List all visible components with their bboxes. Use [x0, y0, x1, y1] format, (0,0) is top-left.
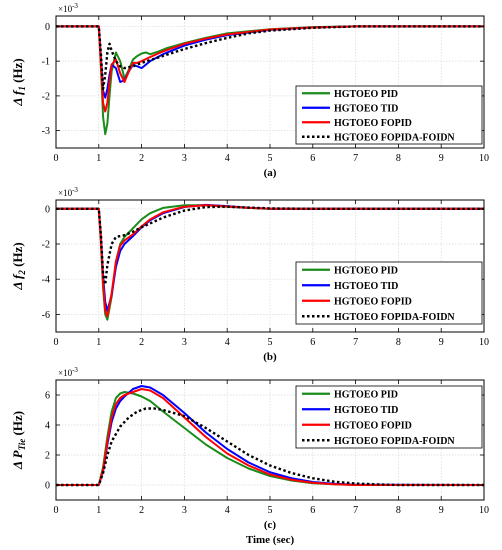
- y-exponent: ×10-3: [58, 366, 78, 378]
- legend-label: HGTOEO FOPIDA-FOIDN: [334, 436, 455, 447]
- x-tick-label: 6: [310, 153, 315, 164]
- x-tick-label: 8: [396, 505, 401, 516]
- legend-box: [295, 385, 483, 449]
- chart-panel-1: 0 1 2 3 4 5 6 7 8 9 10 0 -1 -2 -3 ×10-3 Δ f1 (Hz) (a) HGTO…: [10, 2, 489, 179]
- x-tick-label: 6: [310, 337, 315, 348]
- y-axis-label: Δ f2 (Hz): [10, 242, 27, 290]
- x-tick-label: 4: [225, 337, 230, 348]
- panel-label: (b): [263, 351, 277, 363]
- x-tick-label: 0: [54, 505, 59, 516]
- legend-label: HGTOEO TID: [334, 405, 398, 416]
- legend-label: HGTOEO FOPID: [334, 296, 412, 307]
- x-tick-label: 6: [310, 505, 315, 516]
- x-tick-label: 10: [479, 505, 489, 516]
- x-tick-label: 5: [268, 505, 273, 516]
- y-axis-label: Δ PTie (Hz): [10, 411, 27, 470]
- x-tick-label: 1: [96, 337, 101, 348]
- legend: HGTOEO PID HGTOEO TID HGTOEO FOPID HGTOEO F…: [295, 85, 483, 145]
- series-line-fopida: [56, 25, 484, 91]
- legend-label: HGTOEO TID: [334, 281, 398, 292]
- legend: HGTOEO PID HGTOEO TID HGTOEO FOPID HGTOEO F…: [295, 261, 483, 325]
- x-tick-label: 7: [353, 153, 358, 164]
- legend-box: [295, 261, 483, 325]
- x-tick-label: 2: [139, 337, 144, 348]
- legend-label: HGTOEO TID: [334, 103, 398, 114]
- y-tick-label: 0: [45, 481, 50, 492]
- y-tick-label: 4: [45, 421, 50, 432]
- panel-label: (c): [264, 519, 277, 531]
- x-tick-label: 10: [479, 153, 489, 164]
- y-tick-label: 6: [45, 391, 50, 402]
- x-tick-label: 9: [439, 505, 444, 516]
- x-tick-label: 9: [439, 153, 444, 164]
- y-tick-label: -4: [42, 275, 50, 286]
- y-tick-label: -6: [42, 310, 50, 321]
- x-tick-label: 1: [96, 505, 101, 516]
- x-tick-label: 8: [396, 337, 401, 348]
- x-tick-label: 4: [225, 505, 230, 516]
- y-tick-label: -3: [42, 126, 50, 137]
- series-line-fopid: [56, 25, 484, 113]
- legend: HGTOEO PID HGTOEO TID HGTOEO FOPID HGTOEO F…: [295, 385, 483, 449]
- x-tick-label: 0: [54, 153, 59, 164]
- legend-label: HGTOEO PID: [334, 89, 398, 100]
- y-exponent: ×10-3: [58, 2, 78, 14]
- series-line-fopida: [56, 407, 484, 487]
- x-tick-label: 5: [268, 153, 273, 164]
- y-tick-label: 0: [45, 22, 50, 33]
- y-tick-label: -1: [42, 57, 50, 68]
- x-tick-label: 9: [439, 337, 444, 348]
- series-line-fopid: [56, 388, 484, 486]
- x-tick-label: 7: [353, 337, 358, 348]
- y-tick-label: 2: [45, 451, 50, 462]
- x-tick-label: 1: [96, 153, 101, 164]
- panel-label: (a): [264, 167, 277, 179]
- y-tick-label: -2: [42, 240, 50, 251]
- legend-label: HGTOEO FOPID: [334, 118, 412, 129]
- x-tick-label: 8: [396, 153, 401, 164]
- chart-panel-3: 0 1 2 3 4 5 6 7 8 9 10 0 2 4 6 ×10-3 Δ PTie (Hz) (c) HGTOE…: [10, 366, 489, 531]
- y-exponent: ×10-3: [58, 186, 78, 198]
- x-tick-label: 4: [225, 153, 230, 164]
- legend-label: HGTOEO PID: [334, 389, 398, 400]
- x-tick-label: 3: [182, 505, 187, 516]
- legend-label: HGTOEO FOPIDA-FOIDN: [334, 132, 455, 143]
- x-tick-label: 3: [182, 337, 187, 348]
- x-tick-label: 2: [139, 153, 144, 164]
- x-tick-label: 5: [268, 337, 273, 348]
- x-tick-label: 0: [54, 337, 59, 348]
- chart-panel-2: 0 1 2 3 4 5 6 7 8 9 10 0 -2 -4 -6 ×10-3 Δ f2 (Hz) (b) HGTO…: [10, 186, 489, 363]
- series-line-fopida: [56, 205, 484, 286]
- x-tick-label: 2: [139, 505, 144, 516]
- y-axis-label: Δ f1 (Hz): [10, 58, 27, 106]
- legend-label: HGTOEO FOPIDA-FOIDN: [334, 312, 455, 323]
- legend-box: [295, 85, 483, 145]
- legend-label: HGTOEO PID: [334, 265, 398, 276]
- y-tick-label: -2: [42, 91, 50, 102]
- series-line-fopid: [56, 204, 484, 318]
- x-tick-label: 7: [353, 505, 358, 516]
- x-tick-label: 3: [182, 153, 187, 164]
- x-axis-label: Time (sec): [246, 534, 295, 546]
- legend-label: HGTOEO FOPID: [334, 420, 412, 431]
- x-tick-label: 10: [479, 337, 489, 348]
- y-tick-label: 0: [45, 204, 50, 215]
